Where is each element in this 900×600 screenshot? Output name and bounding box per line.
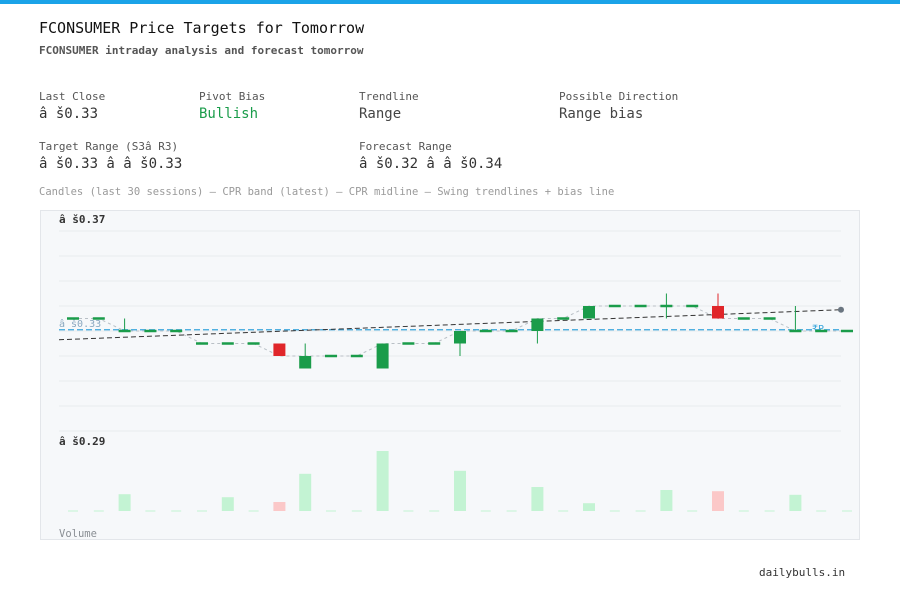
- volume-bar: [583, 503, 595, 511]
- candle-body: [247, 342, 260, 345]
- candle-body: [815, 329, 828, 333]
- volume-bar: [531, 487, 544, 511]
- candle-body: [583, 306, 595, 319]
- trendline-value: Range: [359, 106, 402, 122]
- volume-bar: [660, 490, 673, 511]
- volume-bar: [712, 491, 724, 511]
- candle-body: [67, 317, 79, 320]
- candle-body: [608, 304, 621, 308]
- bottom-price-label: â š0.29: [59, 435, 105, 448]
- candle-body: [505, 329, 518, 333]
- candle-body: [660, 304, 673, 308]
- volume-label: Volume: [59, 528, 97, 540]
- volume-bar: [299, 473, 312, 511]
- target-range-label: Target Range (S3â R3): [39, 140, 179, 153]
- top-price-label: â š0.37: [59, 213, 105, 226]
- candle-body: [712, 306, 724, 319]
- candle-body: [402, 342, 415, 345]
- candle-body: [763, 317, 776, 320]
- candle-body: [299, 356, 312, 369]
- direction-value: Range bias: [559, 106, 644, 122]
- candle-body: [376, 343, 389, 369]
- candle-body: [789, 329, 802, 333]
- volume-bar: [789, 494, 802, 511]
- volume-bar: [273, 502, 286, 511]
- cpr-marker: ₹P: [812, 324, 824, 335]
- pivot-bias-value: Bullish: [199, 106, 259, 122]
- candle-body: [428, 342, 441, 345]
- candle-body: [350, 354, 363, 358]
- trendline-label: Trendline: [359, 90, 419, 103]
- candle-body: [634, 304, 647, 308]
- candle-body: [144, 329, 157, 333]
- bias-line-end: [838, 306, 844, 313]
- forecast-range-value: â š0.32 â â š0.34: [359, 156, 503, 172]
- last-close-value: â š0.33: [39, 106, 99, 122]
- candle-body: [273, 343, 286, 356]
- page-subtitle: FCONSUMER intraday analysis and forecast…: [39, 44, 364, 57]
- candle-body: [170, 329, 183, 333]
- candlestick-chart: â š0.37 â š0.29 â š0.33 ₹P Volume: [58, 213, 853, 540]
- candle-body: [221, 342, 234, 345]
- chart-panel: â š0.37 â š0.29 â š0.33 ₹P Volume: [40, 210, 860, 540]
- candle-body: [118, 329, 131, 333]
- cpr-label: â š0.33: [59, 318, 101, 330]
- candle-body: [196, 342, 208, 345]
- candle-body: [531, 318, 544, 331]
- accent-top-bar: [0, 0, 900, 4]
- pivot-bias-label: Pivot Bias: [199, 90, 266, 103]
- bias-line: [58, 309, 842, 341]
- candle-body: [841, 329, 853, 333]
- candle-body: [325, 354, 337, 358]
- forecast-range-label: Forecast Range: [359, 140, 452, 153]
- volume-bar: [376, 451, 389, 511]
- footer-brand: dailybulls.in: [759, 566, 846, 579]
- page-title: FCONSUMER Price Targets for Tomorrow: [39, 19, 365, 37]
- candle-body: [454, 331, 466, 344]
- last-close-label: Last Close: [39, 90, 106, 103]
- direction-label: Possible Direction: [559, 90, 679, 103]
- chart-caption: Candles (last 30 sessions) — CPR band (l…: [39, 186, 615, 198]
- candle-body: [686, 304, 699, 308]
- volume-bar: [118, 494, 131, 511]
- candle-body: [737, 317, 750, 320]
- candle-body: [557, 317, 570, 320]
- volume-bar: [454, 470, 466, 511]
- candle-body: [92, 317, 105, 320]
- target-range-value: â š0.33 â â š0.33: [39, 156, 183, 172]
- volume-bar: [221, 497, 234, 511]
- candle-body: [479, 329, 492, 333]
